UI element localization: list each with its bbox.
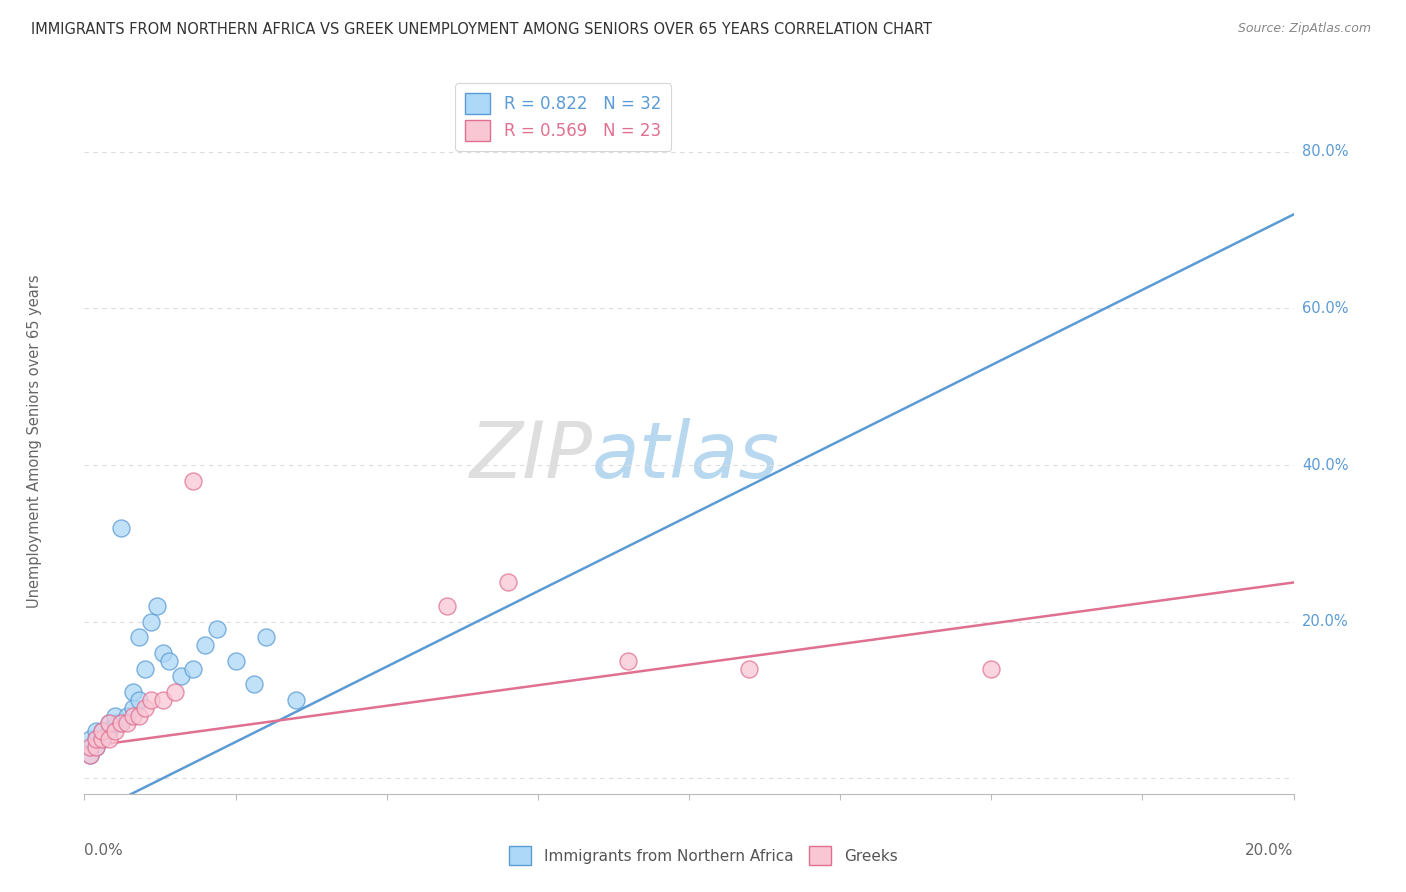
Point xyxy=(86,732,108,747)
Point xyxy=(194,638,217,652)
Point xyxy=(139,693,162,707)
Point xyxy=(980,662,1002,676)
Point xyxy=(128,693,150,707)
Text: atlas: atlas xyxy=(592,417,780,493)
Point xyxy=(121,700,143,714)
Point xyxy=(79,747,101,762)
Point xyxy=(79,732,101,747)
Text: ZIP: ZIP xyxy=(470,417,592,493)
Text: IMMIGRANTS FROM NORTHERN AFRICA VS GREEK UNEMPLOYMENT AMONG SENIORS OVER 65 YEAR: IMMIGRANTS FROM NORTHERN AFRICA VS GREEK… xyxy=(31,22,932,37)
Text: 60.0%: 60.0% xyxy=(1302,301,1348,316)
Text: 0.0%: 0.0% xyxy=(84,843,124,858)
Point xyxy=(165,685,187,699)
Point xyxy=(496,575,519,590)
Point xyxy=(139,615,162,629)
Point xyxy=(121,708,143,723)
Text: Unemployment Among Seniors over 65 years: Unemployment Among Seniors over 65 years xyxy=(27,275,42,608)
Point xyxy=(157,654,180,668)
Point xyxy=(91,724,114,739)
Point xyxy=(110,716,132,731)
Point xyxy=(79,739,101,754)
Point xyxy=(146,599,169,613)
Point xyxy=(436,599,458,613)
Point xyxy=(104,724,127,739)
Point xyxy=(617,654,640,668)
Point xyxy=(110,716,132,731)
Point xyxy=(97,732,120,747)
Text: 20.0%: 20.0% xyxy=(1246,843,1294,858)
Point xyxy=(79,739,101,754)
Point xyxy=(97,716,120,731)
Point xyxy=(79,747,101,762)
Point xyxy=(86,739,108,754)
Point xyxy=(128,630,150,644)
Point xyxy=(91,732,114,747)
Text: 20.0%: 20.0% xyxy=(1302,614,1348,629)
Point xyxy=(152,693,174,707)
Point xyxy=(97,724,120,739)
Point xyxy=(86,724,108,739)
Point xyxy=(128,708,150,723)
Point xyxy=(115,708,138,723)
Point xyxy=(285,693,308,707)
Point xyxy=(170,669,193,683)
Point xyxy=(97,716,120,731)
Point xyxy=(134,662,156,676)
Point xyxy=(225,654,247,668)
Point xyxy=(242,677,264,691)
Point xyxy=(152,646,174,660)
Point xyxy=(134,700,156,714)
Text: 80.0%: 80.0% xyxy=(1302,145,1348,160)
Point xyxy=(91,732,114,747)
Point xyxy=(181,474,204,488)
Point xyxy=(91,724,114,739)
Point xyxy=(86,739,108,754)
Point xyxy=(207,623,229,637)
Legend: R = 0.822   N = 32, R = 0.569   N = 23: R = 0.822 N = 32, R = 0.569 N = 23 xyxy=(456,84,671,151)
Point xyxy=(181,662,204,676)
Text: 40.0%: 40.0% xyxy=(1302,458,1348,473)
Point xyxy=(738,662,761,676)
Point xyxy=(104,716,127,731)
Point xyxy=(254,630,277,644)
Point xyxy=(86,732,108,747)
Point xyxy=(121,685,143,699)
Text: Source: ZipAtlas.com: Source: ZipAtlas.com xyxy=(1237,22,1371,36)
Legend: Immigrants from Northern Africa, Greeks: Immigrants from Northern Africa, Greeks xyxy=(502,840,904,871)
Point xyxy=(110,521,132,535)
Point xyxy=(104,708,127,723)
Point xyxy=(115,716,138,731)
